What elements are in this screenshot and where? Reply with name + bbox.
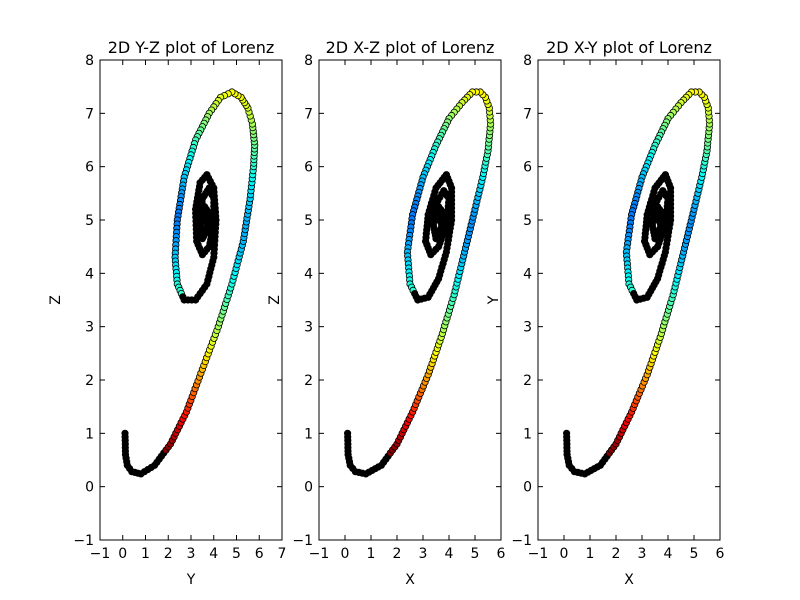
x-tick-label: 1 xyxy=(141,546,150,562)
x-tick-label: 4 xyxy=(209,546,218,562)
y-tick-label: 0 xyxy=(85,480,94,496)
x-axis-label: X xyxy=(624,572,634,588)
x-tick-label: 1 xyxy=(586,546,595,562)
y-tick-label: 8 xyxy=(523,53,532,69)
y-axis-label: Z xyxy=(48,295,64,305)
y-tick-label: 7 xyxy=(304,106,313,122)
y-axis-ticks: −1 0 1 2 3 4 5 6 7 8 xyxy=(292,53,501,549)
x-tick-label: 4 xyxy=(445,546,454,562)
x-tick-label: 3 xyxy=(187,546,196,562)
y-tick-label: 5 xyxy=(523,213,532,229)
x-tick-label: 5 xyxy=(471,546,480,562)
x-tick-label: 2 xyxy=(612,546,621,562)
x-tick-label: 4 xyxy=(664,546,673,562)
y-tick-label: 4 xyxy=(523,266,532,282)
x-axis-ticks: −1 0 1 2 3 4 5 6 xyxy=(309,60,506,562)
panel-xz: X −1 0 1 2 3 4 5 6 −1 0 1 2 3 4 5 6 7 8 2D X-Z plot of Lor… xyxy=(267,38,506,588)
y-tick-label: 2 xyxy=(85,373,94,389)
chart-title: 2D X-Z plot of Lorenz xyxy=(326,38,495,57)
y-tick-label: 8 xyxy=(304,53,313,69)
y-tick-label: 6 xyxy=(85,160,94,176)
scatter-point xyxy=(199,216,208,224)
scatter-series xyxy=(343,88,495,478)
y-tick-label: 4 xyxy=(304,266,313,282)
y-tick-label: 6 xyxy=(304,160,313,176)
x-tick-label: 3 xyxy=(638,546,647,562)
y-tick-label: 8 xyxy=(85,53,94,69)
scatter-point xyxy=(652,216,660,224)
x-tick-label: 2 xyxy=(164,546,173,562)
scatter-series xyxy=(562,88,714,478)
x-tick-label: 1 xyxy=(367,546,376,562)
y-axis-ticks: −1 0 1 2 3 4 5 6 7 8 xyxy=(511,53,720,549)
axes-frame xyxy=(537,59,721,541)
chart-title: 2D Y-Z plot of Lorenz xyxy=(108,38,275,57)
x-tick-label: 3 xyxy=(419,546,428,562)
x-tick-label: 5 xyxy=(690,546,699,562)
x-tick-label: −1 xyxy=(528,546,549,562)
x-axis-label: X xyxy=(405,572,415,588)
y-tick-label: 7 xyxy=(523,106,532,122)
y-tick-label: 3 xyxy=(523,320,532,336)
y-tick-label: 5 xyxy=(85,213,94,229)
chart-title: 2D X-Y plot of Lorenz xyxy=(546,38,712,57)
y-axis-label: Z xyxy=(267,295,283,305)
y-tick-label: 1 xyxy=(304,426,313,442)
x-axis-ticks: −1 0 1 2 3 4 5 6 7 xyxy=(90,60,287,562)
y-axis-label: Y xyxy=(486,295,502,305)
y-tick-label: 1 xyxy=(85,426,94,442)
x-tick-label: 6 xyxy=(255,546,264,562)
x-tick-label: 7 xyxy=(278,546,287,562)
y-tick-label: 1 xyxy=(523,426,532,442)
y-tick-label: 4 xyxy=(85,266,94,282)
x-tick-label: −1 xyxy=(309,546,330,562)
x-tick-label: 2 xyxy=(393,546,402,562)
y-tick-label: 0 xyxy=(304,480,313,496)
x-tick-label: 6 xyxy=(716,546,725,562)
y-tick-label: −1 xyxy=(73,533,94,549)
y-tick-label: 2 xyxy=(523,373,532,389)
panel-xy: X −1 0 1 2 3 4 5 6 −1 0 1 2 3 4 5 6 7 8 2D X-Y plot of Lor… xyxy=(486,38,725,588)
x-axis-label: Y xyxy=(186,572,196,588)
y-tick-label: −1 xyxy=(511,533,532,549)
x-tick-label: 5 xyxy=(232,546,241,562)
scatter-point xyxy=(433,216,441,224)
y-tick-label: 7 xyxy=(85,106,94,122)
y-tick-label: 6 xyxy=(523,160,532,176)
axes-frame xyxy=(318,59,502,541)
y-tick-label: 3 xyxy=(85,320,94,336)
y-tick-label: 5 xyxy=(304,213,313,229)
x-axis-ticks: −1 0 1 2 3 4 5 6 xyxy=(528,60,725,562)
x-tick-label: 0 xyxy=(560,546,569,562)
y-tick-label: 0 xyxy=(523,480,532,496)
scatter-series xyxy=(121,88,259,478)
x-tick-label: 0 xyxy=(341,546,350,562)
x-tick-label: 0 xyxy=(118,546,127,562)
x-tick-label: 6 xyxy=(497,546,506,562)
y-axis-ticks: −1 0 1 2 3 4 5 6 7 8 xyxy=(73,53,282,549)
y-tick-label: 2 xyxy=(304,373,313,389)
x-tick-label: −1 xyxy=(90,546,111,562)
y-tick-label: 3 xyxy=(304,320,313,336)
y-tick-label: −1 xyxy=(292,533,313,549)
